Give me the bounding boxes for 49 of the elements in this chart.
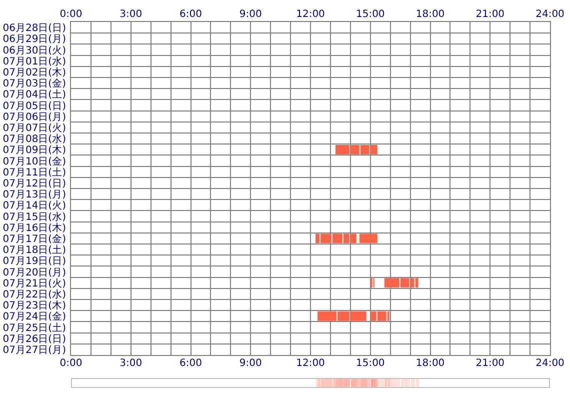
y-tick-label: 07月10日(金) (2, 155, 66, 168)
y-tick-label: 07月27日(月) (2, 344, 66, 356)
y-tick-label: 07月21日(火) (2, 277, 66, 290)
x2-tick-label: 6:00 (180, 9, 202, 20)
y-tick-label: 07月19日(日) (2, 256, 66, 268)
x2-tick-label: 0:00 (60, 9, 82, 20)
x-tick-label: 12:00 (296, 358, 325, 369)
y-tick-label: 07月03日(金) (2, 78, 66, 90)
y-tick-label: 07月18日(土) (2, 244, 66, 256)
x-tick-label: 18:00 (416, 358, 445, 369)
y-tick-label: 07月25日(土) (2, 322, 66, 334)
x-tick-label: 24:00 (536, 358, 564, 369)
x-tick-label: 15:00 (356, 358, 385, 369)
x2-tick-label: 9:00 (239, 9, 262, 20)
x2-tick-label: 3:00 (120, 9, 142, 20)
y-tick-label: 07月13日(月) (2, 190, 66, 201)
x2-tick-label: 18:00 (416, 9, 445, 20)
y-tick-label: 07月24日(金) (2, 310, 66, 323)
x2-tick-label: 12:00 (296, 9, 325, 20)
y-tick-label: 07月07日(火) (2, 122, 66, 134)
bar (359, 234, 378, 244)
y-tick-label: 07月05日(日) (2, 100, 66, 112)
y-tick-label: 07月17日(金) (2, 232, 66, 245)
y-tick-label: 07月08日(水) (2, 133, 66, 146)
y-tick-label: 06月29日(月) (2, 34, 66, 46)
x2-tick-label: 24:00 (536, 9, 564, 20)
y-tick-label: 07月20日(月) (2, 267, 66, 278)
y-tick-label: 07月23日(木) (2, 300, 66, 312)
x2-tick-label: 15:00 (356, 9, 385, 20)
y-tick-label: 07月14日(火) (2, 200, 66, 212)
y-tick-label: 06月30日(火) (2, 44, 66, 56)
y-tick-label: 07月26日(日) (2, 334, 66, 345)
x-tick-label: 9:00 (239, 358, 262, 369)
x-tick-label: 21:00 (476, 358, 505, 369)
y-tick-label: 07月04日(土) (2, 88, 66, 101)
y-tick-label: 07月22日(水) (2, 288, 66, 300)
x-tick-label: 3:00 (120, 358, 142, 369)
x-tick-label: 0:00 (60, 358, 82, 369)
y-tick-label: 07月12日(日) (2, 178, 66, 190)
x-tick-label: 6:00 (180, 358, 202, 369)
y-tick-label: 06月28日(日) (2, 23, 66, 34)
y-tick-label: 07月01日(水) (2, 55, 66, 68)
y-tick-label: 07月02日(木) (2, 66, 66, 78)
y-tick-label: 07月09日(木) (2, 144, 66, 156)
y-tick-label: 07月15日(水) (2, 210, 66, 223)
y-tick-label: 07月11日(土) (2, 166, 66, 178)
y-tick-label: 07月06日(月) (2, 112, 66, 123)
x2-tick-label: 21:00 (476, 9, 505, 20)
y-tick-label: 07月16日(木) (2, 222, 66, 234)
